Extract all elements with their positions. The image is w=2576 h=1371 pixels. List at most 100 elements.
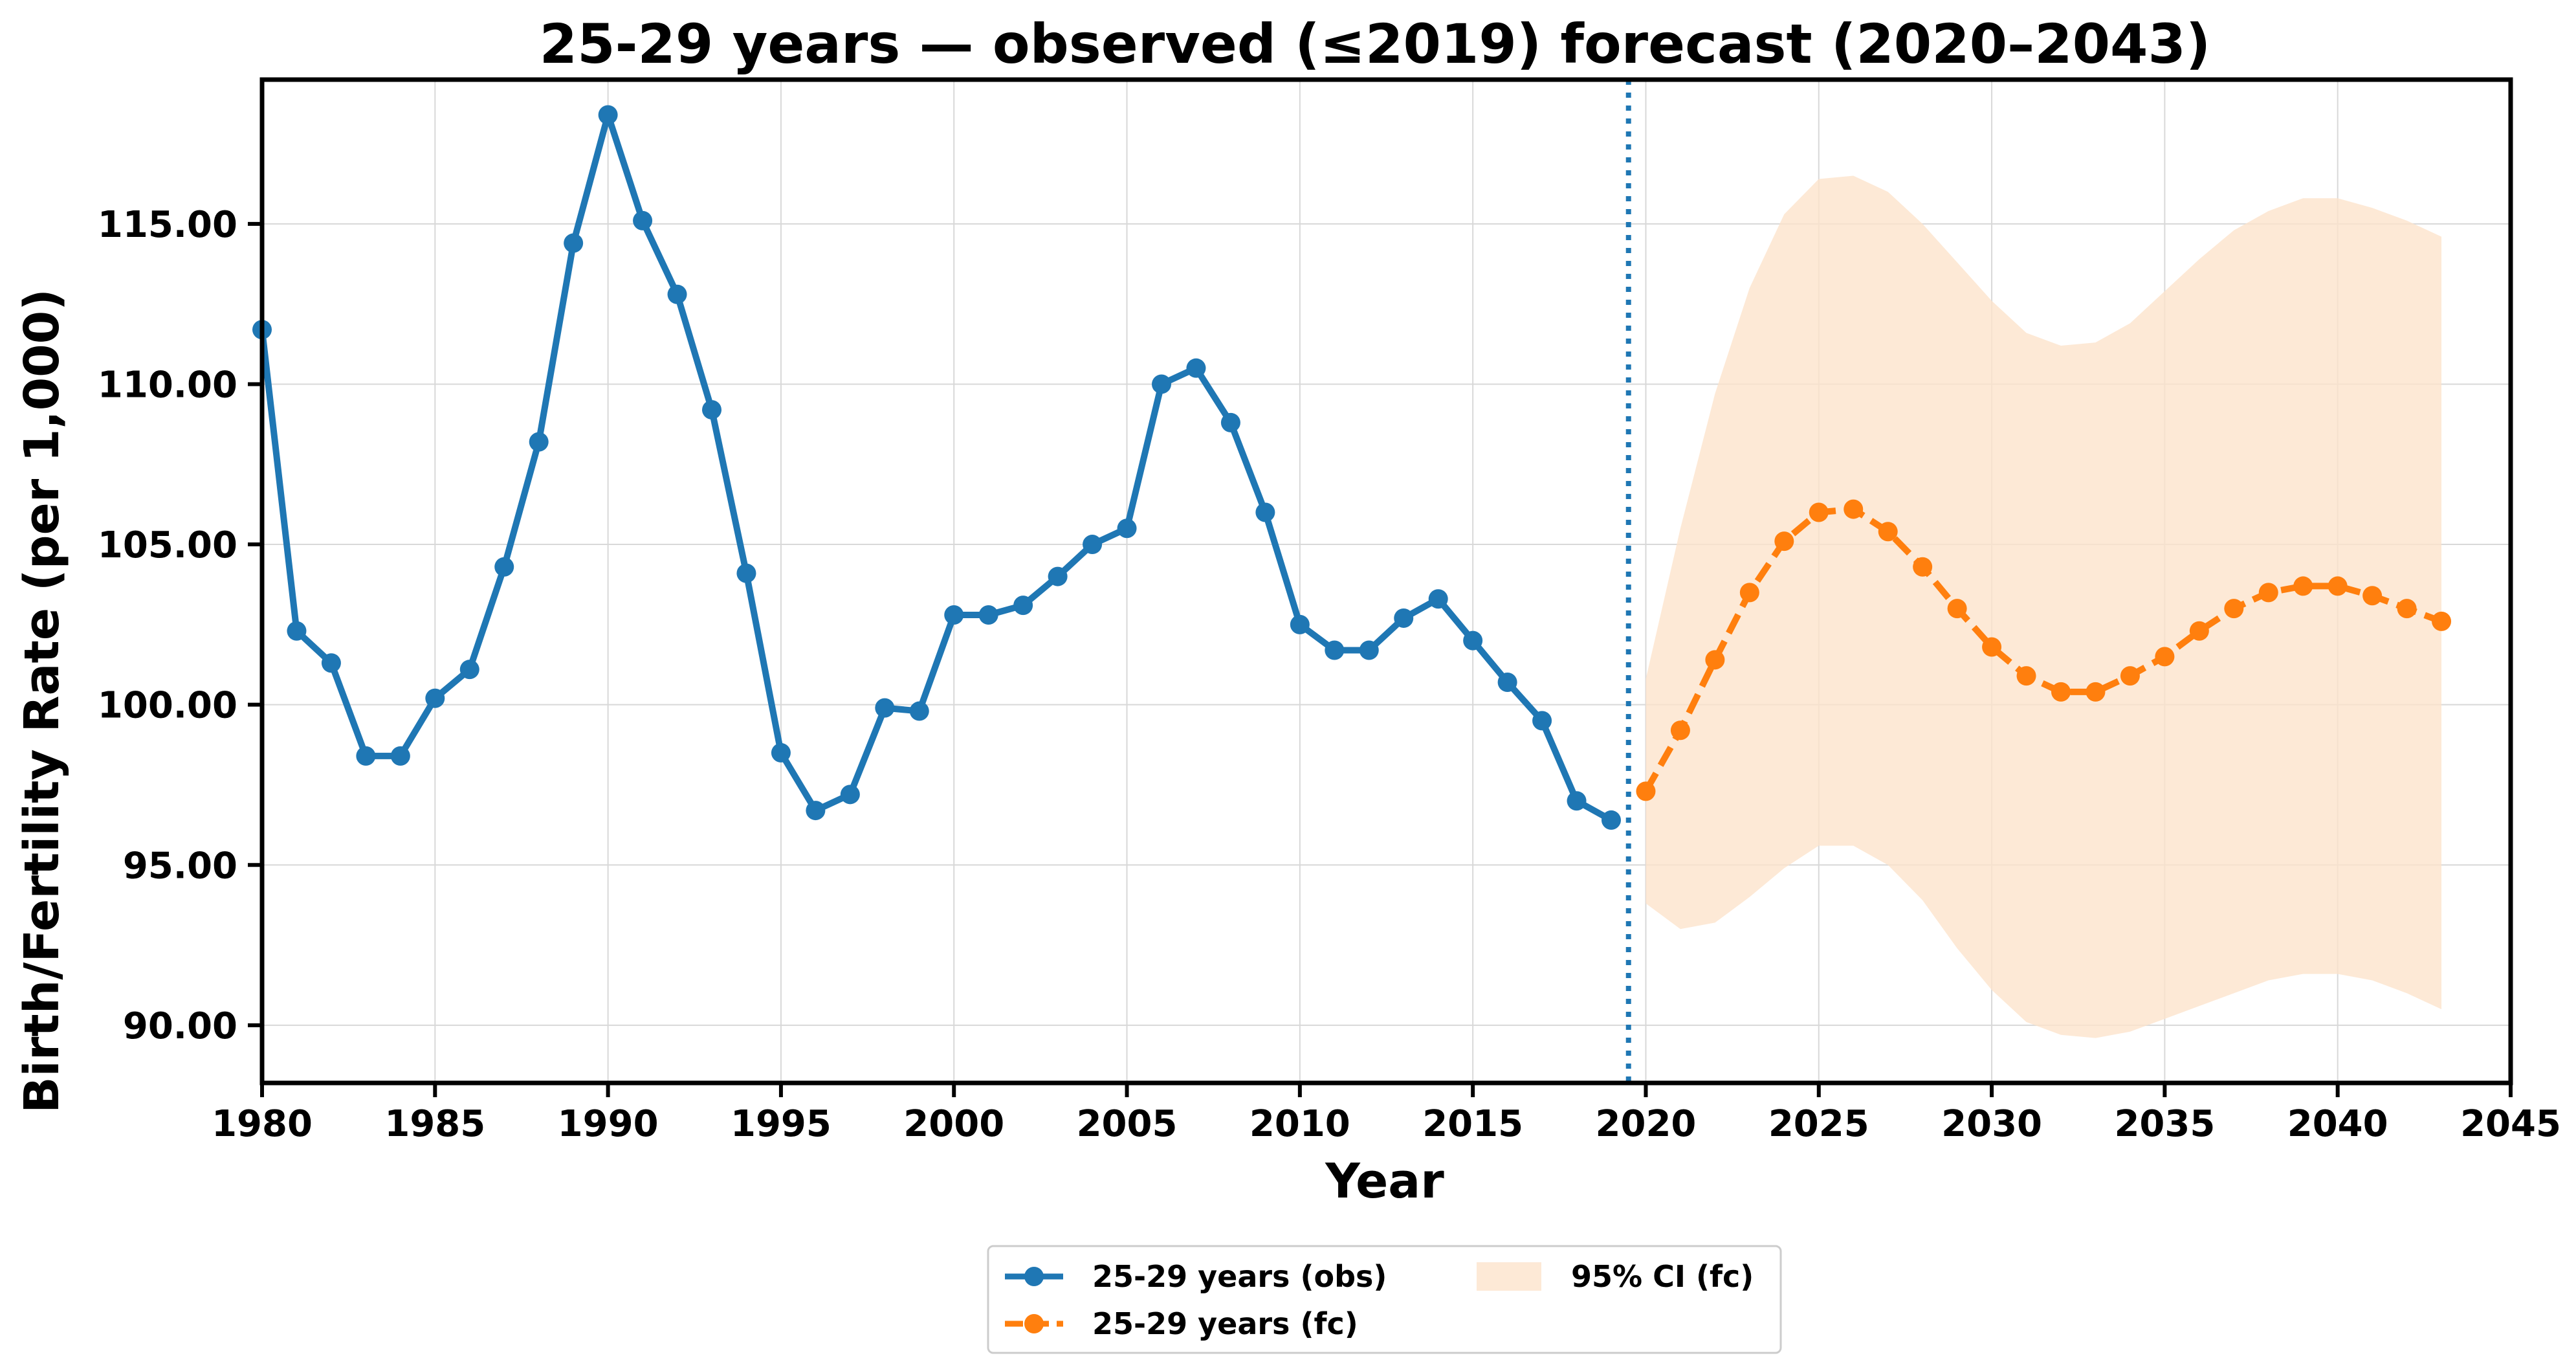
data-point-fc [2155, 647, 2175, 667]
ci-band [1646, 175, 2442, 1038]
y-tick-label: 105.00 [98, 524, 237, 566]
data-point-obs [840, 785, 860, 805]
x-axis-label: Year [1325, 1154, 1444, 1209]
data-point-obs [1117, 518, 1137, 539]
data-point-obs [1048, 566, 1068, 586]
y-axis: 90.00 95.00 100.00 105.00 110.00 115.00 [98, 204, 262, 1047]
x-tick-label: 2005 [1077, 1103, 1178, 1145]
data-point-fc [1739, 583, 1759, 603]
data-point-fc [1774, 531, 1794, 552]
data-point-fc [2362, 586, 2383, 606]
data-point-obs [598, 105, 618, 125]
data-point-obs [978, 605, 998, 625]
y-tick-label: 100.00 [98, 685, 237, 727]
series-line-fc [1643, 506, 2443, 793]
data-point-obs [529, 432, 549, 452]
x-tick-label: 1985 [384, 1103, 485, 1145]
data-point-fc [1878, 522, 1898, 542]
data-point-obs [1325, 640, 1345, 660]
series-layer [252, 105, 2452, 830]
data-point-fc [1913, 557, 1933, 577]
y-tick-label: 110.00 [98, 364, 237, 406]
data-point-obs [702, 400, 721, 420]
data-point-fc [1705, 650, 1725, 670]
y-axis-label: Birth/Fertility Rate (per 1,000) [14, 289, 70, 1113]
data-point-fc [2432, 611, 2452, 631]
data-point-obs [1463, 630, 1483, 651]
data-point-obs [1394, 608, 1414, 628]
data-point-obs [944, 605, 964, 625]
data-point-obs [633, 210, 653, 230]
data-point-obs [736, 563, 756, 583]
x-tick-label: 1980 [212, 1103, 313, 1145]
data-point-fc [2086, 682, 2106, 702]
legend-ci-swatch [1477, 1262, 1541, 1291]
data-point-obs [1186, 358, 1206, 378]
data-point-obs [1290, 614, 1310, 634]
data-point-fc [2051, 682, 2071, 702]
x-tick-label: 1995 [731, 1103, 831, 1145]
data-point-obs [1567, 791, 1587, 811]
x-tick-label: 2030 [1941, 1103, 2042, 1145]
data-point-obs [1532, 711, 1552, 731]
data-point-obs [1220, 412, 1240, 432]
data-point-obs [564, 233, 584, 253]
data-point-fc [1670, 720, 1690, 741]
legend-fc-marker [1024, 1314, 1044, 1333]
data-point-obs [806, 801, 826, 821]
data-point-fc [2016, 666, 2036, 686]
data-point-obs [771, 742, 791, 763]
ci-layer [1646, 175, 2442, 1038]
data-point-obs [1255, 502, 1275, 522]
data-point-obs [909, 701, 929, 721]
data-point-obs [1428, 589, 1448, 609]
plot-area [252, 77, 2513, 1086]
data-point-obs [356, 746, 376, 766]
x-tick-label: 2035 [2114, 1103, 2215, 1145]
data-point-obs [425, 688, 445, 708]
legend-label-ci: 95% CI (fc) [1571, 1259, 1754, 1294]
y-tick-label: 95.00 [123, 845, 237, 887]
data-point-obs [1359, 640, 1379, 660]
data-point-fc [2120, 666, 2140, 686]
data-point-obs [390, 746, 410, 766]
data-point-obs [494, 557, 514, 577]
data-point-fc [2189, 621, 2209, 641]
data-point-fc [1947, 599, 1967, 619]
series-line-obs [259, 111, 1613, 823]
data-point-obs [1083, 535, 1103, 555]
x-tick-label: 2015 [1422, 1103, 1523, 1145]
x-tick-label: 2010 [1249, 1103, 1350, 1145]
data-point-fc [2293, 576, 2313, 596]
data-point-fc [1982, 637, 2002, 657]
x-axis: 1980 1985 1990 1995 2000 2005 2010 2015 2020 2025… [212, 1083, 2561, 1145]
data-point-obs [667, 284, 687, 304]
x-tick-label: 2025 [1768, 1103, 1869, 1145]
y-tick-label: 115.00 [98, 204, 237, 246]
data-point-fc [1809, 502, 1829, 522]
data-point-obs [1497, 672, 1517, 692]
legend-box [987, 1245, 1782, 1354]
data-point-fc [2224, 599, 2244, 619]
chart-title: 25-29 years — observed (≤2019) forecast … [540, 12, 2211, 76]
data-point-obs [1602, 810, 1621, 830]
data-point-fc [2258, 583, 2278, 603]
legend: 25-29 years (obs) 25-29 years (fc) 95% C… [987, 1245, 1782, 1354]
data-point-fc [1636, 781, 1656, 801]
x-tick-label: 2045 [2460, 1103, 2561, 1145]
data-point-obs [875, 698, 895, 718]
data-point-obs [1013, 596, 1033, 616]
legend-label-obs: 25-29 years (obs) [1092, 1259, 1387, 1294]
data-point-fc [1844, 499, 1864, 519]
y-tick-label: 90.00 [123, 1005, 237, 1047]
legend-label-fc: 25-29 years (fc) [1092, 1306, 1358, 1341]
x-tick-label: 1990 [558, 1103, 659, 1145]
data-point-obs [321, 653, 341, 673]
data-point-obs [287, 621, 307, 641]
x-tick-label: 2040 [2287, 1103, 2388, 1145]
x-tick-label: 2000 [903, 1103, 1004, 1145]
data-point-obs [459, 660, 479, 680]
x-tick-label: 2020 [1596, 1103, 1697, 1145]
data-point-obs [1152, 374, 1171, 394]
